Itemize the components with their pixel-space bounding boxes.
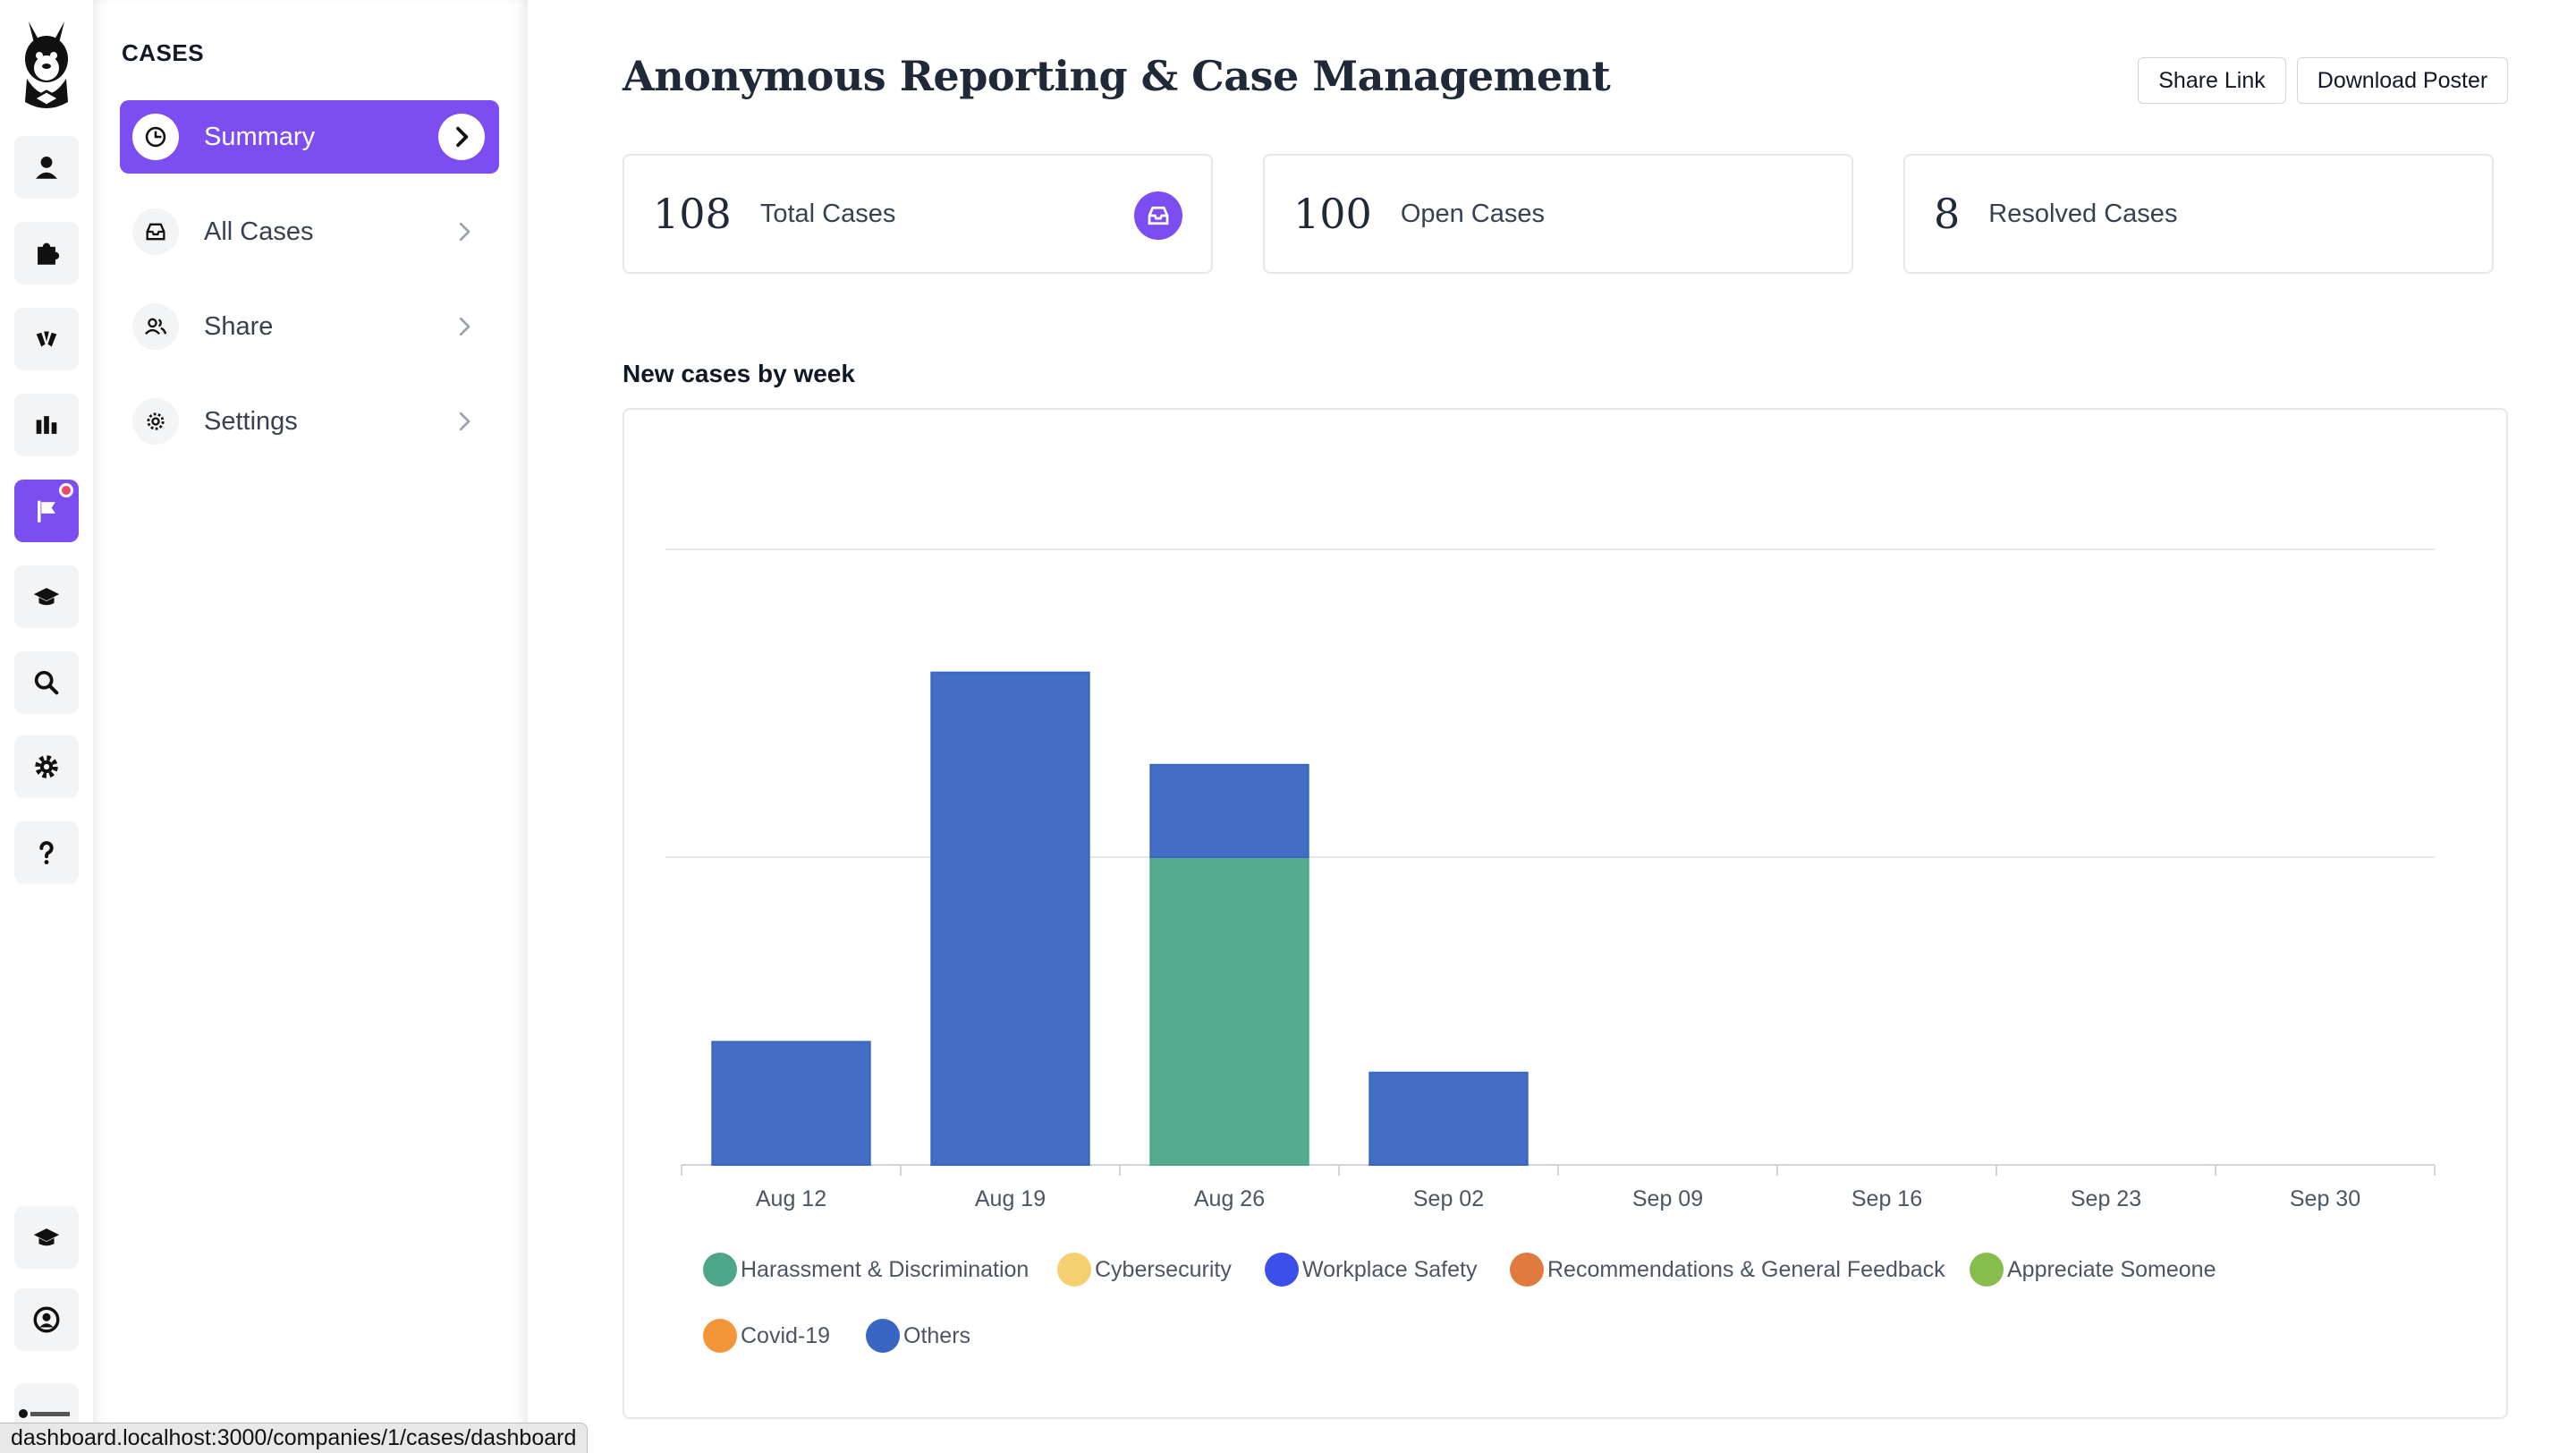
inbox-icon (146, 223, 165, 241)
stat-value: 108 (653, 190, 732, 238)
stat-card-total: 108 Total Cases (623, 154, 1213, 274)
gear-icon (147, 412, 165, 430)
sidebar-title: CASES (122, 39, 205, 66)
sidebar-item-all-cases[interactable]: All Cases (120, 195, 499, 268)
stat-value: 8 (1934, 190, 1961, 238)
share-link-button[interactable]: Share Link (2138, 57, 2286, 104)
chevron-right-icon (438, 114, 485, 160)
rail-learning-button[interactable] (14, 565, 79, 628)
sidebar-item-share[interactable]: Share (120, 290, 499, 363)
notification-dot (59, 483, 73, 497)
cases-by-week-chart: Aug 12 Aug 19 Aug 26 Sep 02 Sep 09 Sep 16 Sep … (665, 548, 2436, 1211)
icon-rail (0, 0, 93, 1453)
rail-puzzle-button[interactable] (14, 222, 79, 285)
legend-label: Appreciate Someone (2007, 1256, 2216, 1282)
legend-swatch (703, 1319, 737, 1353)
legend-label: Others (903, 1322, 971, 1348)
chart-x-tick-label: Sep 02 (1413, 1186, 1484, 1211)
user-circle-icon (33, 1306, 60, 1333)
chart-bar (930, 671, 1090, 1167)
rail-settings-button[interactable] (14, 735, 79, 798)
company-logo-icon[interactable] (14, 1383, 79, 1430)
legend-swatch (1265, 1253, 1299, 1287)
llama-logo-icon[interactable] (13, 16, 80, 116)
legend-item[interactable]: Appreciate Someone (1970, 1253, 2216, 1287)
chart-x-tick-label: Sep 23 (2071, 1186, 2141, 1211)
stat-label: Total Cases (759, 199, 896, 228)
legend-swatch (703, 1253, 737, 1287)
legend-label: Covid-19 (741, 1322, 831, 1348)
users-icon (145, 318, 167, 335)
chart-x-tick-label: Sep 09 (1632, 1186, 1703, 1211)
chart-bar (1149, 763, 1309, 858)
legend-item[interactable]: Recommendations & General Feedback (1510, 1253, 1945, 1287)
sidebar-item-label: Settings (204, 406, 298, 436)
legend-swatch (1510, 1253, 1544, 1287)
rail-profile-button[interactable] (14, 1288, 79, 1351)
rail-hands-button[interactable] (14, 308, 79, 370)
chart-x-tick-label: Aug 19 (975, 1186, 1046, 1211)
status-bar-url: dashboard.localhost:3000/companies/1/cas… (0, 1423, 589, 1453)
chart-x-tick-label: Sep 30 (2290, 1186, 2360, 1211)
legend-swatch (1057, 1253, 1091, 1287)
sidebar-item-label: All Cases (204, 217, 314, 246)
user-icon (35, 156, 58, 179)
sidebar-item-summary[interactable]: Summary (120, 100, 499, 174)
sidebar-item-label: Summary (204, 122, 316, 151)
graduation-cap-icon (33, 1228, 60, 1246)
sidebar-item-label: Share (204, 311, 274, 341)
rail-help-button[interactable] (14, 821, 79, 884)
legend-label: Cybersecurity (1095, 1256, 1232, 1282)
legend-swatch (866, 1319, 900, 1353)
legend-item[interactable]: Covid-19 (703, 1319, 830, 1353)
inbox-icon (1134, 191, 1182, 240)
chevron-right-icon (451, 313, 478, 340)
legend-item[interactable]: Workplace Safety (1265, 1253, 1477, 1287)
rail-cases-button[interactable] (14, 480, 79, 542)
download-poster-button[interactable]: Download Poster (2297, 57, 2508, 104)
legend-label: Harassment & Discrimination (741, 1256, 1030, 1282)
legend-label: Workplace Safety (1302, 1256, 1478, 1282)
rail-analytics-button[interactable] (14, 394, 79, 456)
graduation-cap-icon (33, 588, 60, 606)
rail-search-button[interactable] (14, 651, 79, 714)
legend-swatch (1970, 1253, 2004, 1287)
search-icon (34, 670, 59, 695)
stat-card-resolved: 8 Resolved Cases (1903, 154, 2494, 274)
chevron-right-icon (451, 408, 478, 435)
chart-section-title: New cases by week (623, 360, 855, 387)
question-icon (39, 841, 54, 865)
chart-x-tick-label: Aug 26 (1194, 1186, 1265, 1211)
chart-bar (1368, 1071, 1529, 1166)
stat-label: Resolved Cases (1988, 199, 2178, 228)
stat-value: 100 (1293, 190, 1372, 238)
stat-card-open: 100 Open Cases (1263, 154, 1853, 274)
bar-chart-icon (36, 416, 57, 434)
chart-bar (1149, 856, 1309, 1166)
legend-label: Recommendations & General Feedback (1547, 1256, 1945, 1282)
rail-academy-button[interactable] (14, 1206, 79, 1269)
sidebar-item-settings[interactable]: Settings (120, 385, 499, 458)
stat-label: Open Cases (1400, 199, 1546, 228)
page-title: Anonymous Reporting & Case Management (623, 52, 1611, 100)
chart-bar (711, 1041, 871, 1167)
cases-sidebar: CASES Summary All Cases Share (93, 0, 528, 1453)
hands-icon (36, 331, 57, 347)
chart-x-tick-label: Aug 12 (756, 1186, 826, 1211)
chevron-right-icon (451, 218, 478, 245)
legend-item[interactable]: Cybersecurity (1057, 1253, 1232, 1287)
legend-item[interactable]: Harassment & Discrimination (703, 1253, 1029, 1287)
main-content: Anonymous Reporting & Case Management Sh… (528, 0, 2576, 1453)
gear-icon (35, 755, 58, 778)
puzzle-icon (38, 242, 60, 265)
chart-card: Aug 12 Aug 19 Aug 26 Sep 02 Sep 09 Sep 16 Sep … (623, 408, 2508, 1419)
flag-icon (38, 500, 55, 523)
legend-item[interactable]: Others (866, 1319, 970, 1353)
rail-user-button[interactable] (14, 136, 79, 199)
pie-clock-icon (145, 126, 166, 148)
chart-x-tick-label: Sep 16 (1852, 1186, 1922, 1211)
